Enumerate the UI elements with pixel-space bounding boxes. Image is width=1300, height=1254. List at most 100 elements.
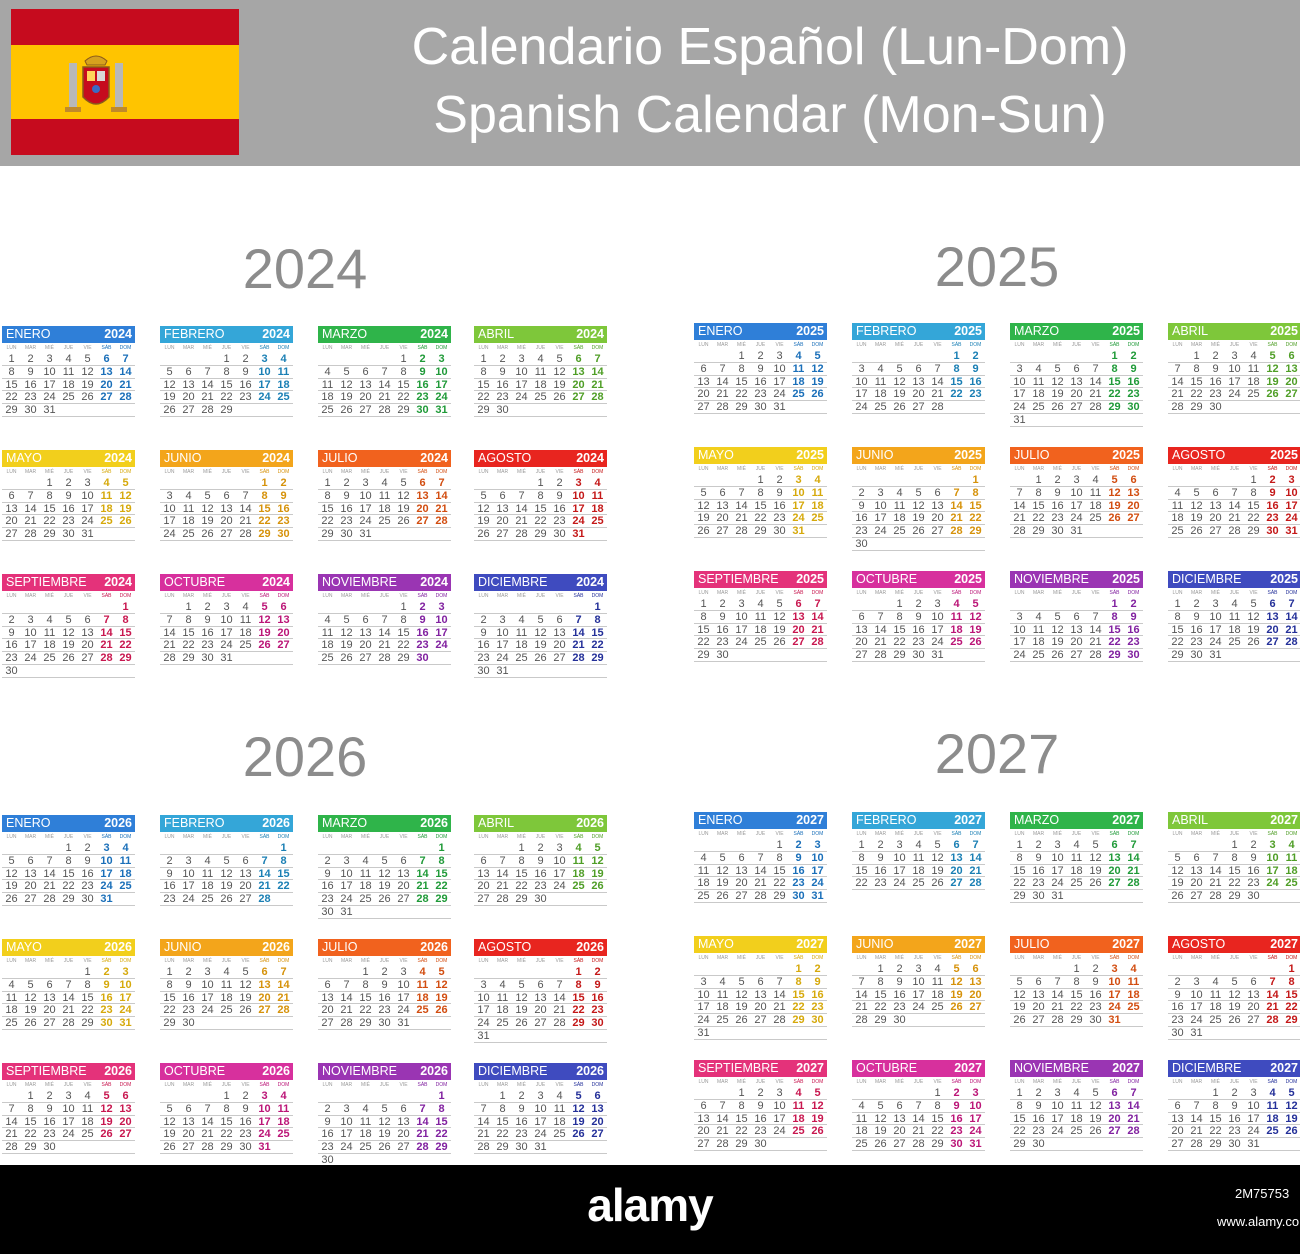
day-grid: 1 2 3 4 5 6 7 8 9 10 11 12 13 14 15 16 17 18 19 20 21 22 23 24 2… xyxy=(694,350,827,414)
month-name: JULIO xyxy=(322,940,358,954)
month-name: NOVIEMBRE xyxy=(1014,572,1090,586)
weekday-labels: LUN MAR MIÉ JUE VIE SÁB DOM xyxy=(1010,589,1143,598)
day-cell: 27 xyxy=(474,893,493,906)
day-cell: 8 xyxy=(1029,487,1048,500)
day-cell: 3 xyxy=(255,353,274,366)
day-empty xyxy=(236,404,255,417)
day-cell: 10 xyxy=(21,627,40,640)
day-cell: 14 xyxy=(569,627,588,640)
day-empty xyxy=(375,528,394,541)
day-cell: 29 xyxy=(255,528,274,541)
weekday-labels: LUN MAR MIÉ JUE VIE SÁB DOM xyxy=(852,465,985,474)
day-empty xyxy=(21,665,40,678)
day-cell: 10 xyxy=(1048,852,1067,865)
month-name: ENERO xyxy=(698,324,743,338)
day-cell: 25 xyxy=(1029,401,1048,414)
weekday-label: SÁB xyxy=(793,831,804,837)
day-empty xyxy=(78,601,97,614)
day-empty xyxy=(928,350,947,363)
day-cell: 11 xyxy=(78,1103,97,1116)
weekday-label: SÁB xyxy=(951,955,962,961)
day-cell: 18 xyxy=(356,1128,375,1142)
weekday-label: JUE xyxy=(1071,590,1082,596)
weekday-label: MAR xyxy=(874,955,887,961)
day-cell: 31 xyxy=(1282,525,1300,538)
day-cell: 24 xyxy=(871,525,890,538)
month-header: AGOSTO 2025 xyxy=(1168,447,1300,464)
day-cell: 29 xyxy=(1105,649,1124,662)
month-name: SEPTIEMBRE xyxy=(6,575,87,589)
day-cell: 11 xyxy=(1124,976,1143,989)
day-cell: 19 xyxy=(255,627,274,640)
day-cell: 6 xyxy=(394,855,413,868)
day-empty xyxy=(198,1090,217,1103)
day-cell: 22 xyxy=(512,880,531,894)
day-cell: 24 xyxy=(789,512,808,526)
day-cell: 17 xyxy=(909,989,928,1002)
weekday-label: SÁB xyxy=(573,1082,584,1088)
day-cell: 24 xyxy=(1067,512,1086,526)
day-cell: 1 xyxy=(1225,839,1244,852)
day-cell: 13 xyxy=(474,868,493,881)
day-cell: 3 xyxy=(217,601,236,614)
day-cell: 30 xyxy=(337,528,356,541)
weekday-label: MIÉ xyxy=(895,831,904,837)
day-cell: 12 xyxy=(808,1100,827,1113)
day-cell: 25 xyxy=(1029,649,1048,662)
weekday-label: VIE xyxy=(555,593,564,599)
day-cell: 31 xyxy=(432,404,451,417)
day-empty xyxy=(1168,1087,1187,1100)
month-name: NOVIEMBRE xyxy=(322,575,398,589)
day-cell: 13 xyxy=(1124,487,1143,500)
day-cell: 20 xyxy=(1067,388,1086,402)
weekday-labels: LUN MAR MIÉ JUE VIE SÁB DOM xyxy=(160,833,293,842)
weekday-label: VIE xyxy=(399,593,408,599)
day-cell: 18 xyxy=(890,512,909,526)
day-cell: 19 xyxy=(694,512,713,526)
day-cell: 21 xyxy=(97,639,116,653)
day-cell: 18 xyxy=(116,868,135,881)
day-empty xyxy=(2,966,21,979)
day-grid: 1 2 3 4 5 6 7 8 9 10 11 12 13 14 15 16 17 18 19 20 21 22 23 24 2… xyxy=(852,1087,985,1151)
day-cell: 1 xyxy=(694,598,713,611)
weekday-label: JUE xyxy=(379,469,390,475)
day-empty xyxy=(59,601,78,614)
day-cell: 11 xyxy=(318,627,337,640)
day-empty xyxy=(947,474,966,487)
day-cell: 7 xyxy=(966,839,985,852)
day-cell: 26 xyxy=(1048,649,1067,662)
weekday-label: MAR xyxy=(874,1079,887,1085)
day-cell: 31 xyxy=(808,890,827,903)
month-name: FEBRERO xyxy=(164,816,225,830)
weekday-label: VIE xyxy=(933,1079,942,1085)
day-cell: 16 xyxy=(852,512,871,526)
day-cell: 20 xyxy=(1187,877,1206,891)
weekday-label: VIE xyxy=(775,590,784,596)
day-cell: 17 xyxy=(1048,865,1067,878)
day-cell: 27 xyxy=(1067,649,1086,662)
weekday-label: SÁB xyxy=(1267,590,1278,596)
day-cell: 4 xyxy=(1225,598,1244,611)
day-cell: 7 xyxy=(21,490,40,503)
day-cell: 2 xyxy=(1168,976,1187,989)
day-cell: 3 xyxy=(789,474,808,487)
month-name: JUNIO xyxy=(164,451,202,465)
day-cell: 15 xyxy=(217,379,236,392)
day-cell: 14 xyxy=(1225,500,1244,513)
day-empty xyxy=(770,1027,789,1040)
day-cell: 2 xyxy=(588,966,607,979)
day-cell: 24 xyxy=(255,391,274,405)
weekday-labels: LUN MAR MIÉ JUE VIE SÁB DOM xyxy=(2,833,135,842)
day-cell: 20 xyxy=(694,1125,713,1139)
day-cell: 26 xyxy=(394,515,413,529)
day-cell: 30 xyxy=(808,1014,827,1027)
weekday-labels: LUN MAR MIÉ JUE VIE SÁB DOM xyxy=(1168,465,1300,474)
month-header: OCTUBRE 2025 xyxy=(852,571,985,588)
day-cell: 23 xyxy=(1029,1125,1048,1139)
day-cell: 15 xyxy=(531,503,550,516)
day-empty xyxy=(318,1090,337,1103)
day-grid: 1 2 3 4 5 6 7 8 9 10 11 12 13 14 15 16 17 18 19 20 21 22 23 24 2… xyxy=(318,1090,451,1167)
day-cell: 26 xyxy=(770,636,789,650)
day-empty xyxy=(1206,474,1225,487)
day-cell: 19 xyxy=(1187,512,1206,526)
